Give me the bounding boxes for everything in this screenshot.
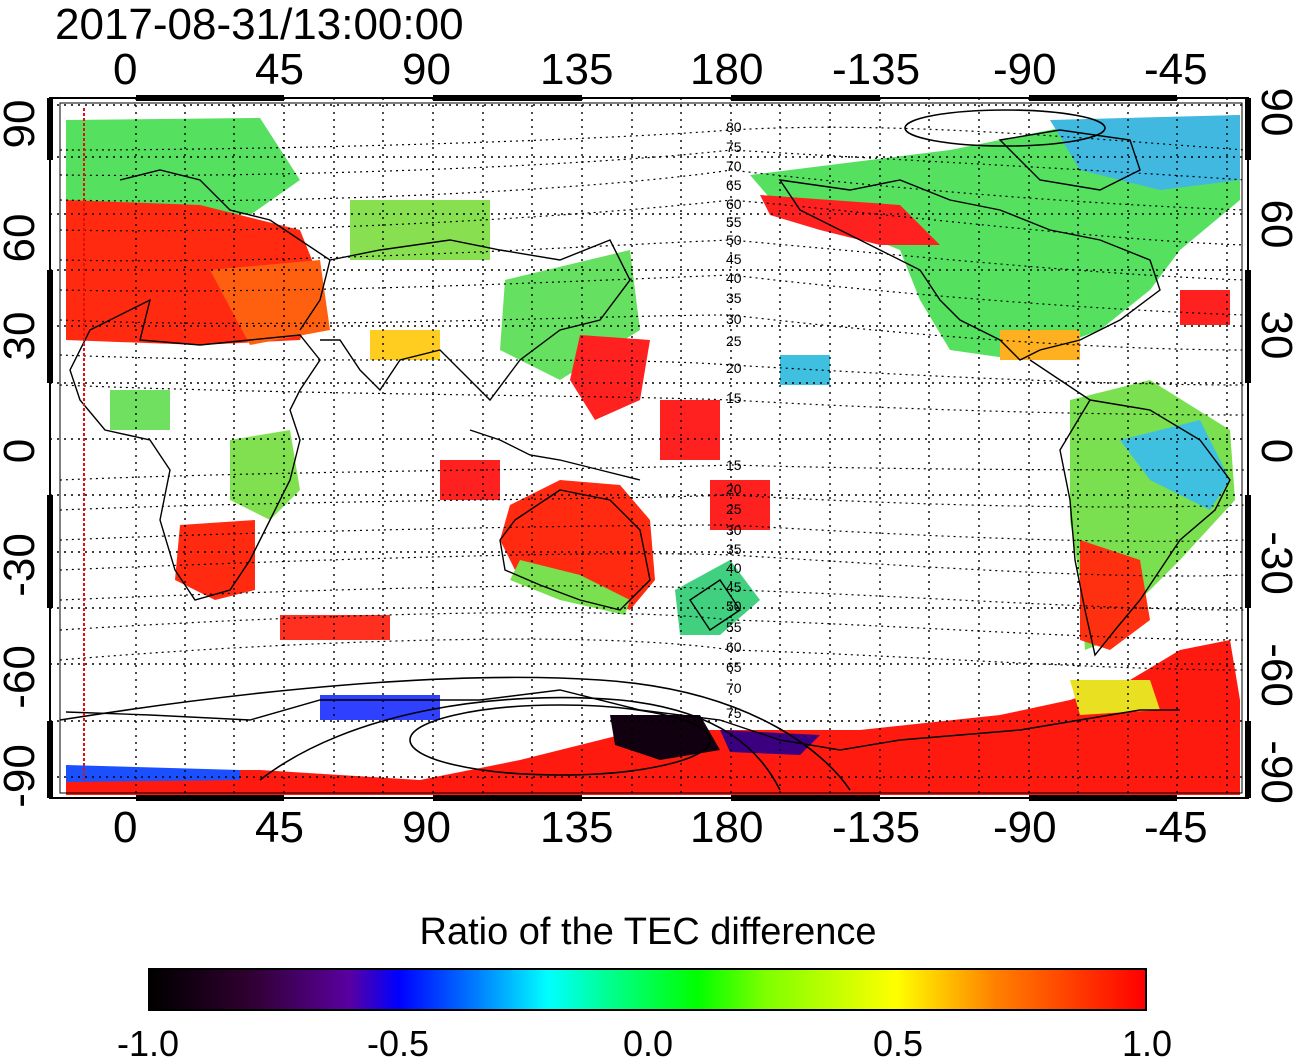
tec-ratio-map: 80 75 70 65 60 55 50 45 40 35 30 25 20 1… (47, 95, 1251, 801)
contour-label: 25 (726, 333, 742, 349)
contour-label: 55 (726, 619, 742, 635)
map-inner-frame (59, 102, 1243, 794)
contour-label: 30 (726, 311, 742, 327)
bottom-lon-label: 180 (690, 803, 764, 852)
colorbar-tick-label: 1.0 (1121, 1023, 1173, 1064)
contour-label: 70 (726, 158, 742, 174)
contour-label: 40 (726, 560, 742, 576)
map-timestamp: 2017-08-31/13:00:00 (55, 0, 464, 49)
contour-label: 45 (726, 579, 742, 595)
tec-data-overlay (66, 115, 1240, 795)
magnetic-latitude-contours (59, 126, 1246, 671)
contour-label: 60 (726, 196, 742, 212)
contour-label: 55 (726, 214, 742, 230)
contour-label: 35 (726, 541, 742, 557)
contour-label: 75 (726, 139, 742, 155)
coastlines (65, 129, 1231, 751)
top-lon-label: -135 (832, 45, 921, 94)
contour-label: 75 (726, 705, 742, 721)
bottom-lon-label: 0 (113, 803, 138, 852)
bottom-lon-label: -90 (993, 803, 1057, 852)
contour-label: 20 (726, 481, 742, 497)
colorbar-title: Ratio of the TEC difference (419, 911, 877, 953)
contour-label: 25 (726, 501, 742, 517)
colorbar-tick-label: 0.5 (872, 1023, 924, 1064)
contour-label: 50 (726, 598, 742, 614)
contour-label: 40 (726, 270, 742, 286)
contour-label: 65 (726, 177, 742, 193)
contour-label: 80 (726, 119, 742, 135)
bottom-lon-label: -135 (832, 803, 921, 852)
contour-label: 15 (726, 390, 742, 406)
top-lon-label: 0 (113, 45, 138, 94)
contour-label: 60 (726, 639, 742, 655)
colorbar (148, 968, 1147, 1011)
top-lon-label: -45 (1144, 45, 1208, 94)
solid-contours (59, 109, 1106, 791)
contour-label: 50 (726, 232, 742, 248)
contour-label: 70 (726, 680, 742, 696)
contour-label: 20 (726, 360, 742, 376)
colorbar-tick-label: 0.0 (622, 1023, 674, 1064)
contour-label: 45 (726, 251, 742, 267)
top-lon-label: 135 (540, 45, 614, 94)
contour-label: 15 (726, 457, 742, 473)
frame-ticks (47, 95, 1251, 801)
contour-label: 35 (726, 290, 742, 306)
contour-labels-south: 15 20 25 30 35 40 45 50 55 60 65 70 75 (726, 457, 742, 721)
top-lon-label: -90 (993, 45, 1057, 94)
top-lon-label: 90 (402, 45, 451, 94)
bottom-lon-label: 45 (255, 803, 304, 852)
map-frame (49, 97, 1249, 799)
contour-label: 65 (726, 659, 742, 675)
bottom-lon-label: 90 (402, 803, 451, 852)
contour-labels-north: 80 75 70 65 60 55 50 45 40 35 30 25 20 1… (726, 119, 742, 406)
top-lon-label: 180 (690, 45, 764, 94)
graticule (50, 98, 1248, 798)
bottom-lon-label: -45 (1144, 803, 1208, 852)
top-lon-label: 45 (255, 45, 304, 94)
colorbar-tick-label: -0.5 (366, 1023, 430, 1064)
colorbar-tick-label: -1.0 (116, 1023, 180, 1064)
contour-label: 30 (726, 522, 742, 538)
bottom-lon-label: 135 (540, 803, 614, 852)
